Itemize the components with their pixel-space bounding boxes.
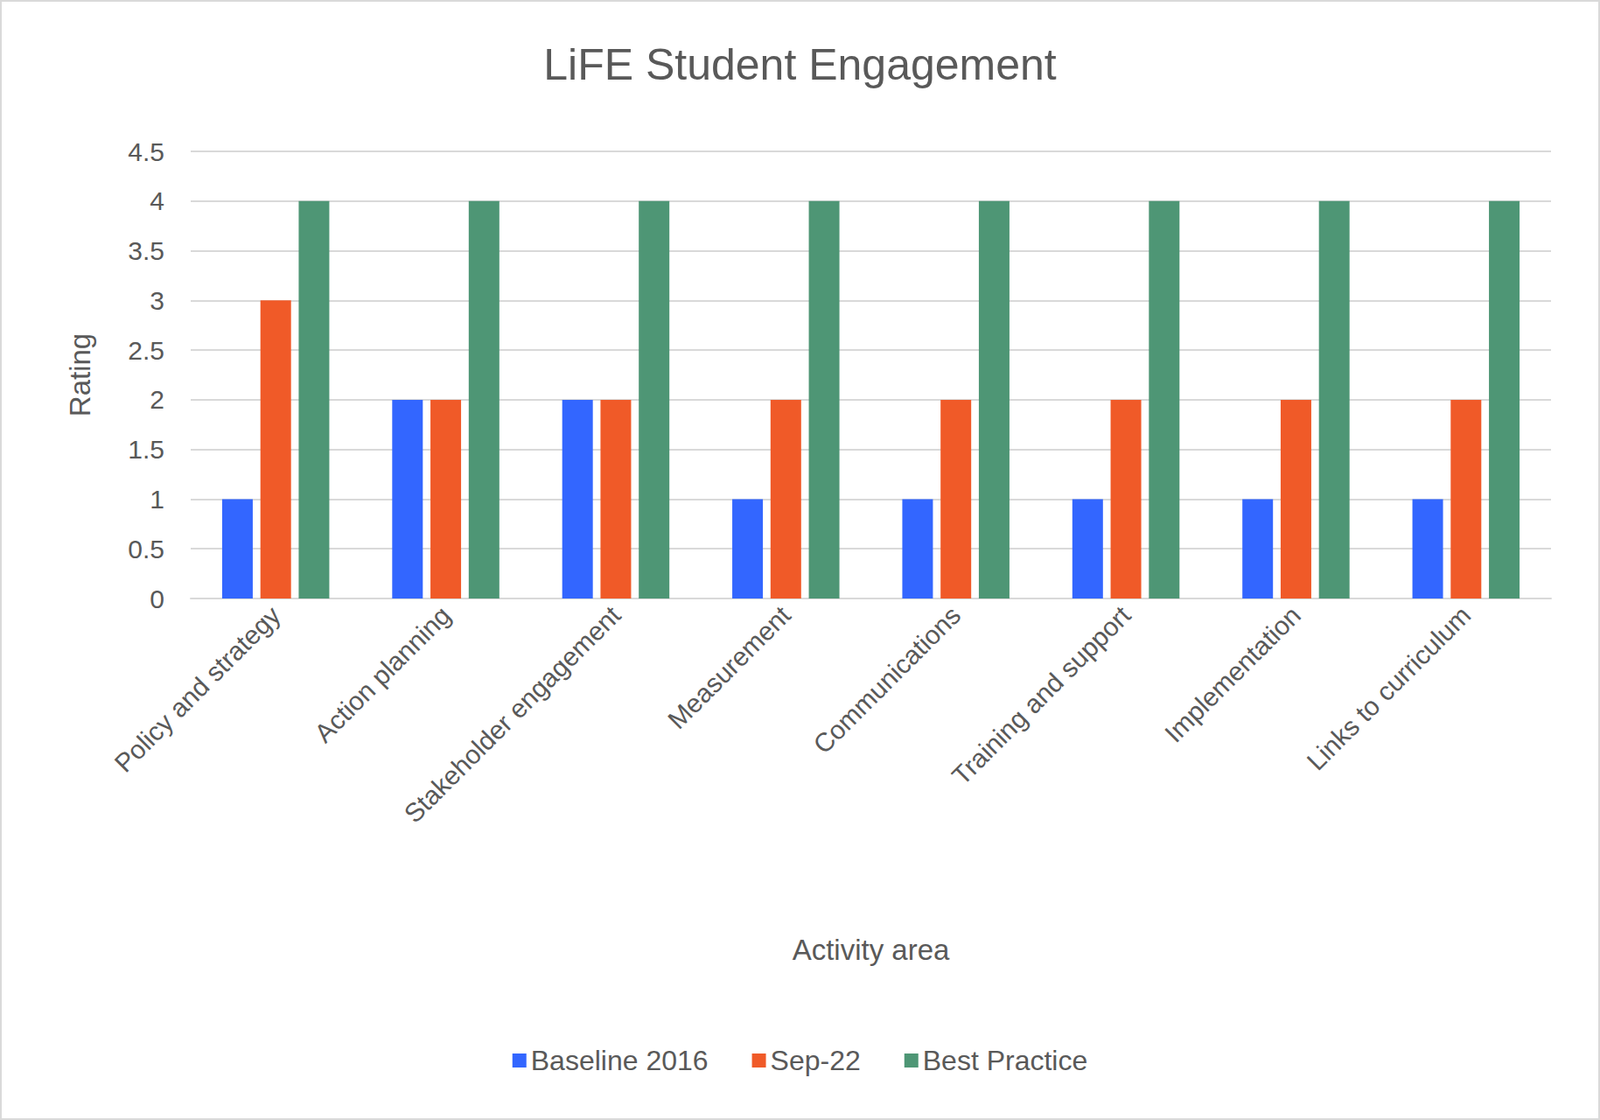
svg-text:1.5: 1.5 (127, 434, 165, 464)
svg-text:Training and support: Training and support (946, 600, 1137, 790)
svg-text:Best Practice: Best Practice (922, 1044, 1089, 1076)
svg-text:1: 1 (149, 484, 165, 514)
svg-text:Communications: Communications (807, 600, 966, 759)
svg-text:3: 3 (149, 286, 165, 315)
svg-text:Links to curriculum: Links to curriculum (1300, 600, 1476, 776)
svg-text:0: 0 (149, 584, 165, 614)
svg-text:Implementation: Implementation (1159, 600, 1307, 748)
svg-text:Measurement: Measurement (662, 600, 797, 734)
svg-text:Action planning: Action planning (308, 600, 456, 748)
svg-text:4: 4 (149, 186, 165, 216)
svg-text:Stakeholder engagement: Stakeholder engagement (398, 600, 627, 829)
svg-text:Sep-22: Sep-22 (770, 1044, 861, 1076)
svg-text:2.5: 2.5 (127, 335, 165, 365)
svg-text:0.5: 0.5 (127, 534, 165, 564)
svg-text:Activity area: Activity area (792, 933, 951, 966)
svg-text:LiFE Student Engagement: LiFE Student Engagement (543, 40, 1057, 90)
svg-text:2: 2 (149, 384, 165, 414)
svg-text:Baseline 2016: Baseline 2016 (531, 1044, 709, 1076)
svg-text:Policy and strategy: Policy and strategy (108, 600, 286, 777)
svg-text:3.5: 3.5 (127, 236, 165, 266)
svg-text:4.5: 4.5 (127, 137, 165, 167)
svg-text:Rating: Rating (63, 333, 97, 417)
